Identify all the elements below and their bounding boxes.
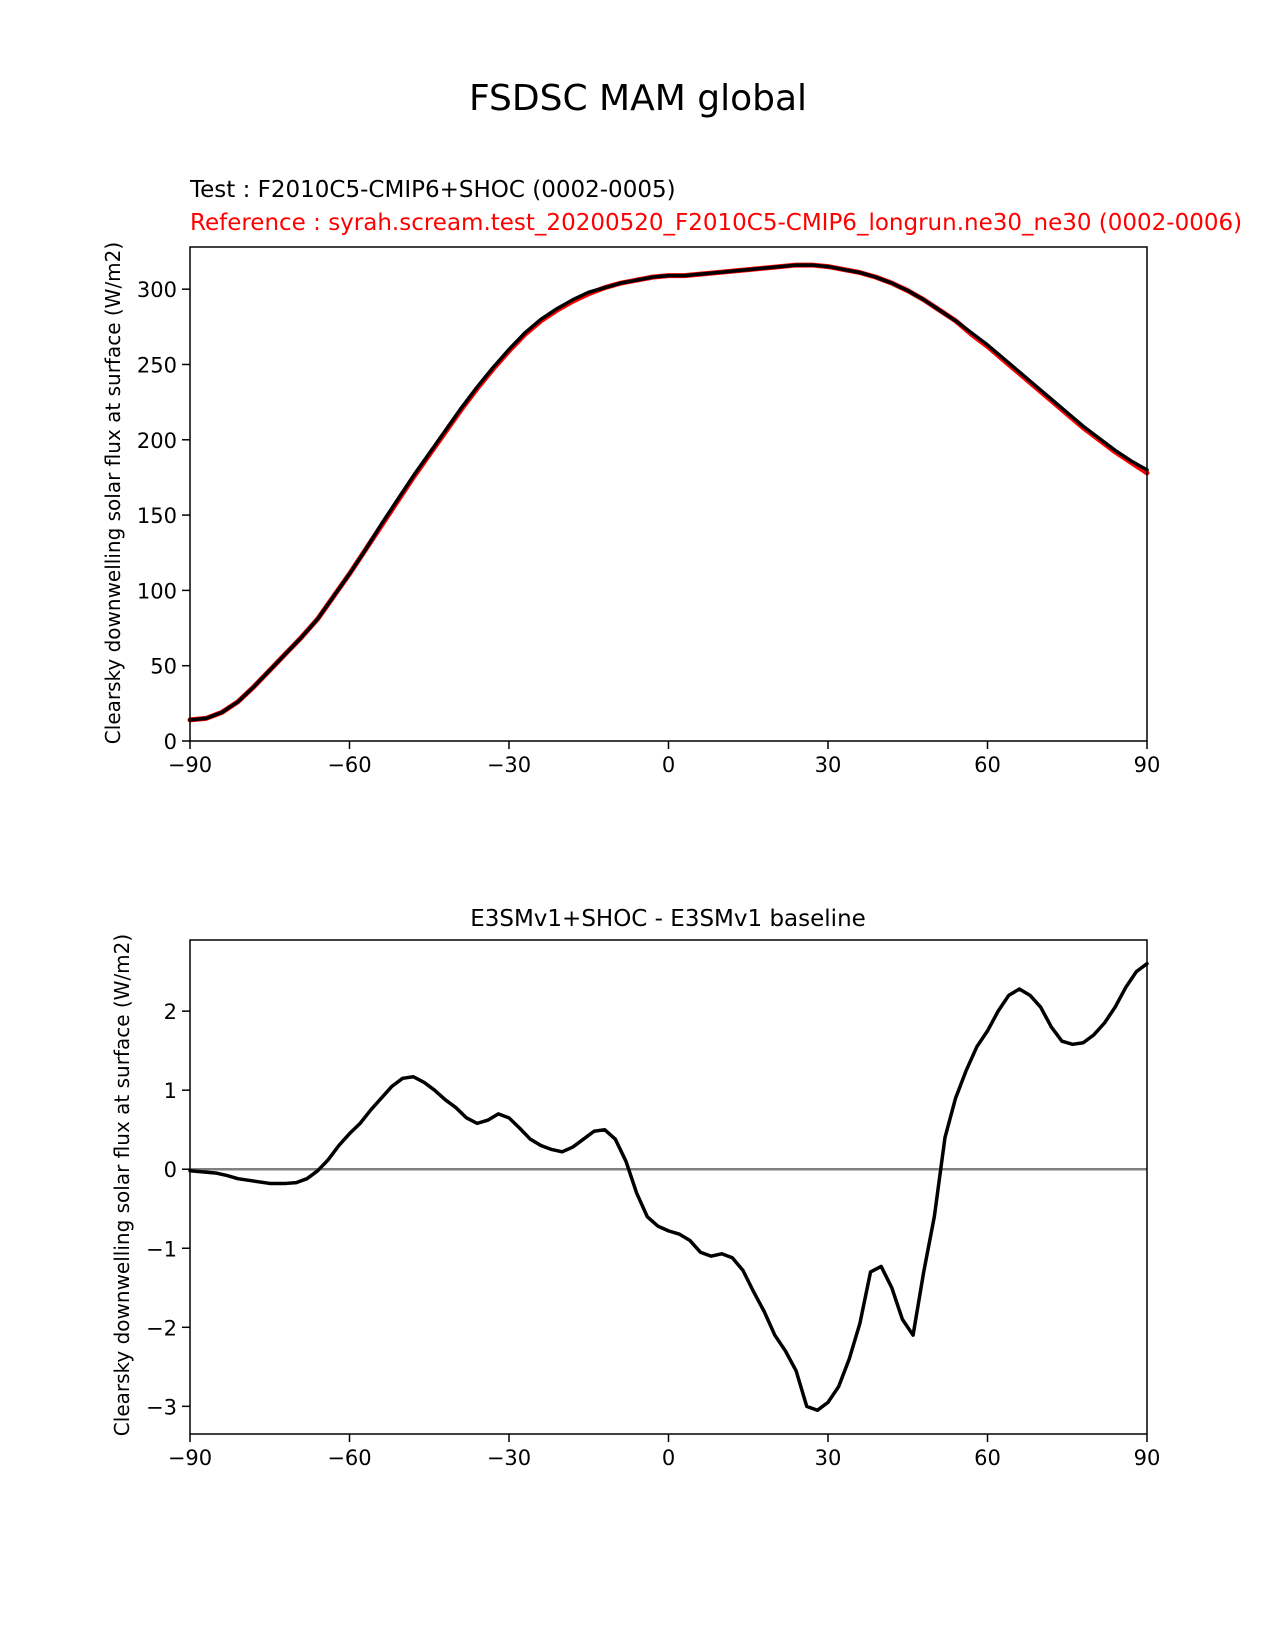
- x-tick-label: −90: [168, 753, 212, 777]
- x-tick-label: −30: [487, 753, 531, 777]
- x-tick-label: −30: [487, 1446, 531, 1470]
- top-panel: Test : F2010C5-CMIP6+SHOC (0002-0005) Re…: [101, 177, 1242, 777]
- top-y-axis-label: Clearsky downwelling solar flux at surfa…: [101, 242, 125, 744]
- x-tick-label: 60: [974, 753, 1001, 777]
- reference-label: Reference : syrah.scream.test_20200520_F…: [190, 210, 1242, 236]
- x-tick-label: −60: [327, 1446, 371, 1470]
- y-tick-label: −2: [146, 1316, 177, 1340]
- y-tick-label: 300: [137, 278, 177, 302]
- x-tick-label: 90: [1134, 1446, 1161, 1470]
- y-tick-label: 150: [137, 504, 177, 528]
- x-tick-label: −60: [327, 753, 371, 777]
- y-tick-label: 0: [164, 1158, 177, 1182]
- x-tick-label: 90: [1134, 753, 1161, 777]
- y-tick-label: −3: [146, 1395, 177, 1419]
- bottom-panel: E3SMv1+SHOC - E3SMv1 baseline Clearsky d…: [110, 906, 1160, 1470]
- top-plot-area: −90 −60 −30 0 30 60 90 0 50 100 150 200 250 300: [137, 246, 1161, 777]
- y-tick-label: −1: [146, 1237, 177, 1261]
- y-tick-label: 250: [137, 353, 177, 377]
- bottom-plot-area: −90 −60 −30 0 30 60 90 −3 −2 −1 0 1 2: [146, 939, 1161, 1470]
- y-tick-label: 100: [137, 579, 177, 603]
- x-tick-label: −90: [168, 1446, 212, 1470]
- y-tick-label: 50: [150, 655, 177, 679]
- x-tick-label: 0: [662, 753, 675, 777]
- x-tick-label: 0: [662, 1446, 675, 1470]
- series-line-difference: [188, 961, 1149, 1413]
- y-tick-label: 2: [164, 1000, 177, 1024]
- x-tick-label: 60: [974, 1446, 1001, 1470]
- test-label: Test : F2010C5-CMIP6+SHOC (0002-0005): [189, 177, 676, 203]
- y-tick-label: 1: [164, 1079, 177, 1103]
- series-line-test: [188, 263, 1149, 722]
- bottom-panel-title: E3SMv1+SHOC - E3SMv1 baseline: [470, 906, 866, 932]
- figure-title: FSDSC MAM global: [469, 78, 807, 119]
- x-tick-label: 30: [815, 1446, 842, 1470]
- y-tick-label: 200: [137, 429, 177, 453]
- y-tick-label: 0: [164, 730, 177, 754]
- x-tick-label: 30: [815, 753, 842, 777]
- bottom-y-axis-label: Clearsky downwelling solar flux at surfa…: [110, 934, 134, 1436]
